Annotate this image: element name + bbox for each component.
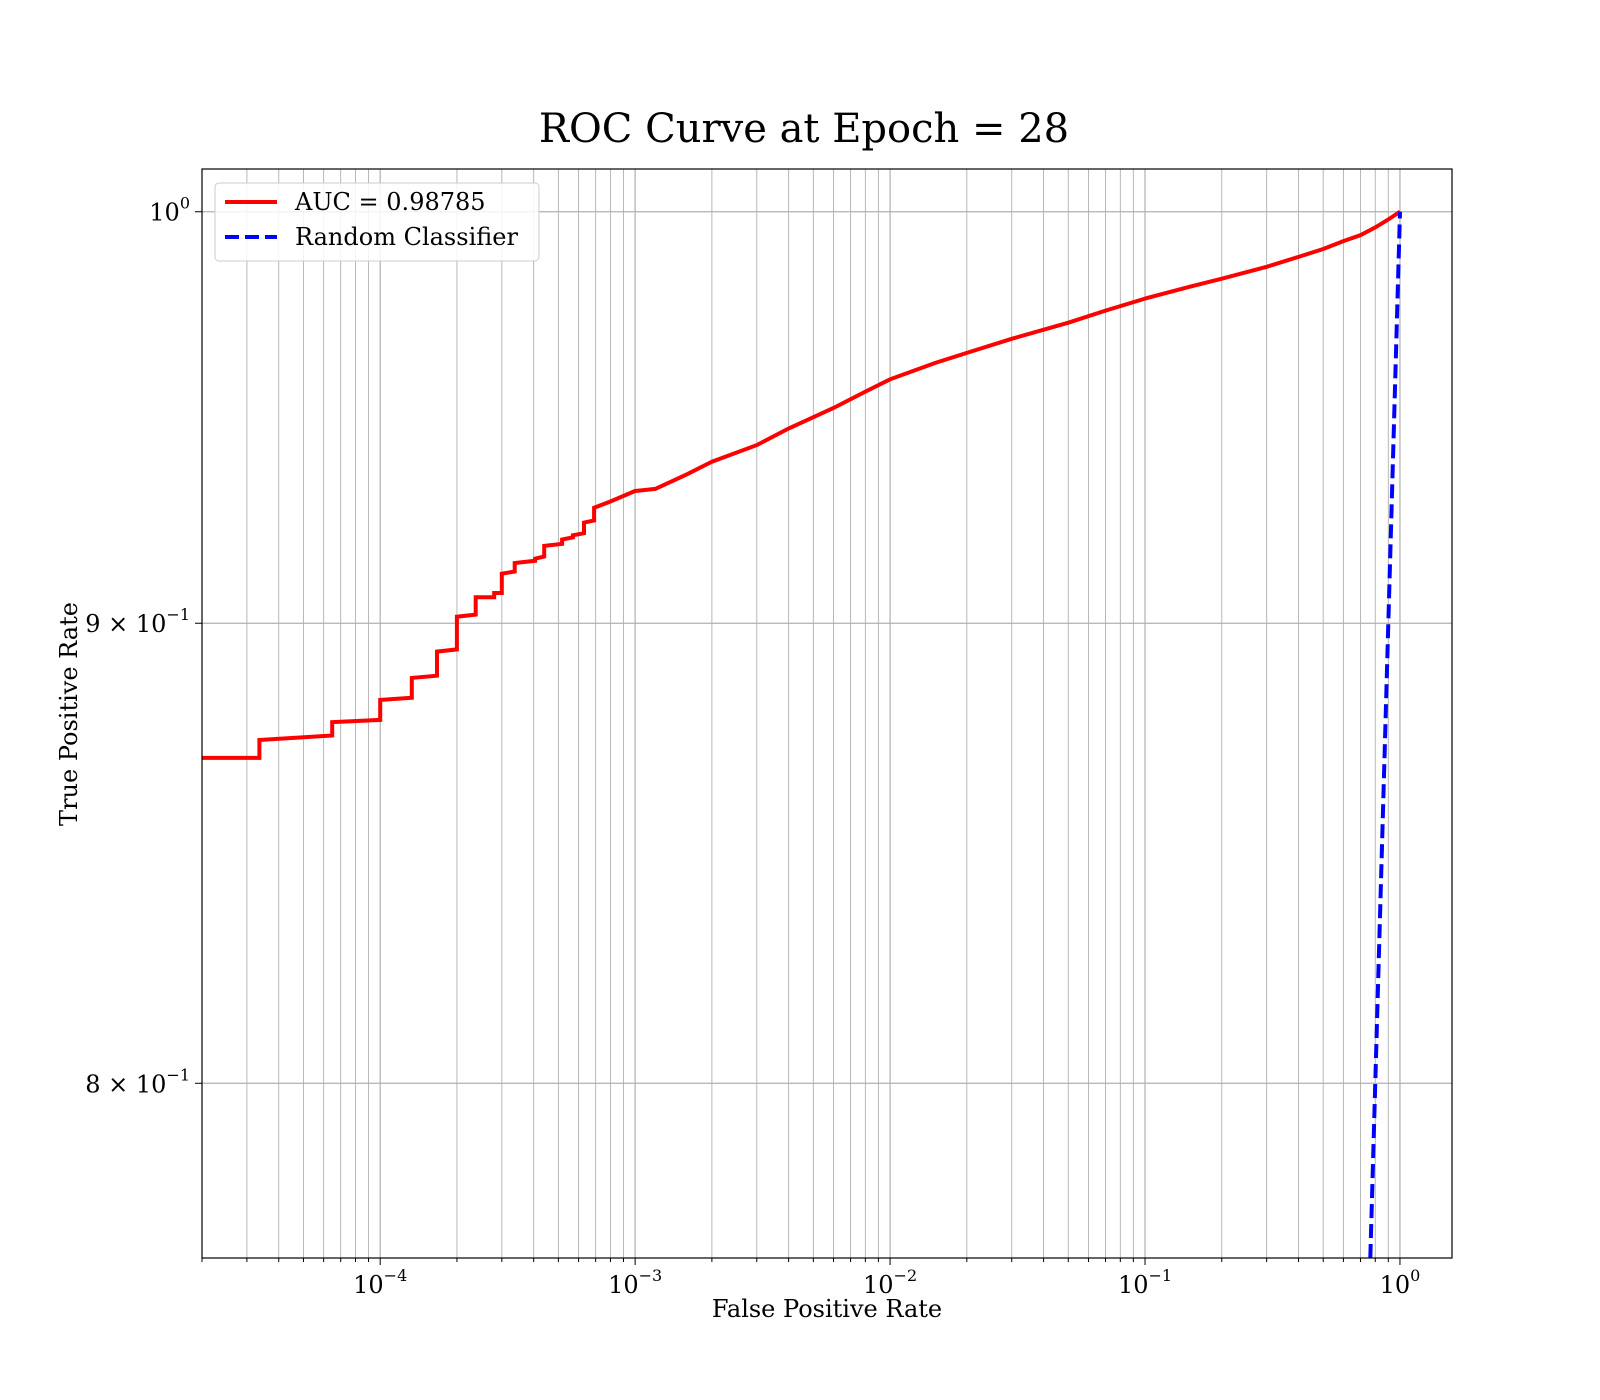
x-tick-label: 10−4	[353, 1266, 407, 1299]
y-tick-label: 100	[149, 194, 190, 227]
plot-series	[202, 210, 1402, 1259]
roc-curve-line	[202, 210, 1402, 760]
random-classifier-line	[1368, 211, 1402, 1259]
x-tick-label: 10−1	[1118, 1266, 1172, 1299]
legend-label-auc: AUC = 0.98785	[294, 188, 486, 216]
x-axis-label: False Positive Rate	[712, 1295, 942, 1323]
y-tick-label: 9 × 10−1	[85, 605, 190, 638]
chart-title: ROC Curve at Epoch = 28	[539, 106, 1069, 152]
y-tick-label: 8 × 10−1	[85, 1065, 190, 1098]
plot-frame	[201, 168, 1453, 1259]
y-ticks: 100 9 × 10−1 8 × 10−1	[85, 194, 202, 1098]
legend: AUC = 0.98785 Random Classifier	[214, 182, 540, 262]
x-ticks: 10−4 10−3 10−2 10−1 100	[201, 1258, 1421, 1299]
grid	[201, 169, 1452, 1258]
legend-label-random: Random Classifier	[295, 223, 518, 251]
x-tick-label: 10−2	[863, 1266, 917, 1299]
x-tick-label: 100	[1380, 1266, 1421, 1299]
legend-box	[214, 182, 540, 262]
y-axis-label: True Positive Rate	[55, 602, 83, 826]
x-tick-label: 10−3	[608, 1266, 662, 1299]
